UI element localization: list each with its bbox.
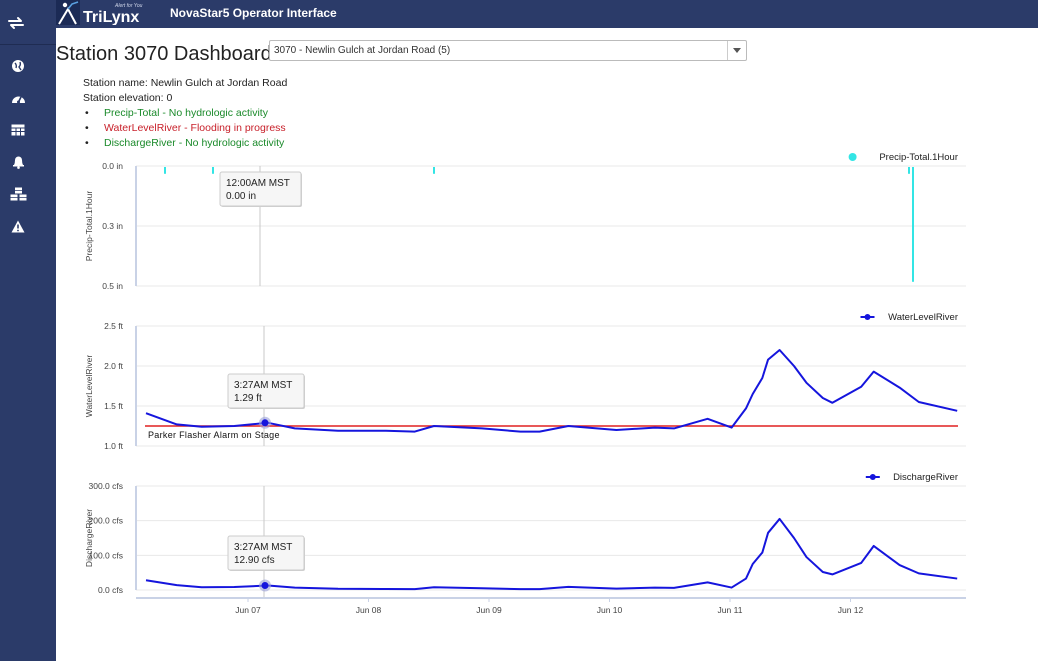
- y-axis-title: WaterLevelRiver: [84, 355, 94, 418]
- trilynx-logo[interactable]: TriLynx Alert for You: [56, 0, 156, 25]
- hover-point: [261, 419, 269, 427]
- chevron-down-icon[interactable]: [727, 41, 746, 60]
- y-tick-label: 0.0 in: [102, 161, 123, 171]
- legend-marker: [869, 474, 876, 480]
- x-tick-label: Jun 08: [356, 605, 382, 615]
- app-title: NovaStar5 Operator Interface: [170, 6, 337, 20]
- tooltip-value: 1.29 ft: [234, 393, 262, 404]
- status-text: Precip-Total - No hydrologic activity: [104, 107, 268, 119]
- legend-marker: [848, 153, 857, 161]
- legend-label: WaterLevelRiver: [888, 312, 958, 323]
- tooltip: 3:27AM MST 1.29 ft: [227, 373, 305, 409]
- discharge-line: [145, 517, 958, 591]
- logo-text: TriLynx: [83, 9, 139, 25]
- station-select-value: 3070 - Newlin Gulch at Jordan Road (5): [274, 45, 451, 56]
- tooltip-box: [219, 171, 302, 207]
- tooltip-value: 12.90 cfs: [234, 555, 275, 566]
- x-tick-label: Jun 10: [597, 605, 623, 615]
- top-bar: TriLynx Alert for You NovaStar5 Operator…: [56, 0, 1038, 28]
- y-tick-label: 200.0 cfs: [89, 516, 124, 526]
- status-list: • Precip-Total - No hydrologic activity •…: [83, 106, 286, 151]
- tooltip-value: 0.00 in: [226, 191, 256, 202]
- y-tick-label: 100.0 cfs: [89, 550, 124, 560]
- station-select[interactable]: 3070 - Newlin Gulch at Jordan Road (5): [269, 40, 747, 61]
- y-axis-title: DischargeRiver: [84, 509, 94, 567]
- hover-point: [261, 582, 269, 590]
- tooltip: 12:00AM MST 0.00 in: [219, 171, 302, 207]
- y-tick-label: 1.5 ft: [104, 401, 124, 411]
- status-text: DischargeRiver - No hydrologic activity: [104, 137, 285, 149]
- status-text: WaterLevelRiver - Flooding in progress: [104, 122, 286, 134]
- tooltip-time: 3:27AM MST: [234, 380, 292, 391]
- x-tick-label: Jun 09: [476, 605, 502, 615]
- legend-label: Precip-Total.1Hour: [879, 152, 958, 163]
- page-title: Station 3070 Dashboard: [56, 43, 272, 65]
- status-item: • WaterLevelRiver - Flooding in progress: [85, 122, 286, 134]
- y-tick-label: 0.0 cfs: [98, 585, 123, 595]
- dashboard-icon[interactable]: [8, 88, 28, 108]
- tooltip-time: 3:27AM MST: [234, 542, 292, 553]
- y-tick-label: 300.0 cfs: [89, 481, 124, 491]
- alarm-threshold-label: Parker Flasher Alarm on Stage: [148, 430, 280, 440]
- table-icon[interactable]: [8, 120, 28, 140]
- swap-icon[interactable]: [6, 13, 26, 33]
- warning-icon[interactable]: [8, 216, 28, 236]
- station-elevation: Station elevation: 0: [83, 92, 173, 104]
- y-tick-label: 2.0 ft: [104, 361, 124, 371]
- sidebar-toggle[interactable]: [0, 0, 56, 45]
- tooltip: 3:27AM MST 12.90 cfs: [227, 535, 305, 571]
- water-level-line: [145, 349, 958, 433]
- globe-icon[interactable]: [8, 56, 28, 76]
- status-item: • Precip-Total - No hydrologic activity: [85, 107, 268, 119]
- y-tick-label: 0.5 in: [102, 281, 123, 291]
- status-item: • DischargeRiver - No hydrologic activity: [85, 137, 285, 149]
- x-tick-label: Jun 11: [718, 605, 743, 615]
- x-tick-label: Jun 07: [235, 605, 261, 615]
- legend-marker: [864, 314, 871, 320]
- y-tick-label: 2.5 ft: [104, 321, 124, 331]
- sidebar: [0, 0, 56, 661]
- y-tick-label: 0.3 in: [102, 221, 123, 231]
- tooltip-box: [227, 535, 305, 571]
- station-info: Station name: Newlin Gulch at Jordan Roa…: [83, 76, 287, 106]
- cubes-icon[interactable]: [8, 184, 28, 204]
- bell-icon[interactable]: [8, 152, 28, 172]
- y-tick-label: 1.0 ft: [104, 441, 124, 451]
- tooltip-box: [227, 373, 305, 409]
- y-axis-title: Precip-Total.1Hour: [84, 191, 94, 262]
- tooltip-time: 12:00AM MST: [226, 178, 290, 189]
- legend-label: DischargeRiver: [893, 472, 958, 483]
- x-tick-label: Jun 12: [838, 605, 864, 615]
- logo-tagline: Alert for You: [114, 3, 143, 9]
- station-name: Station name: Newlin Gulch at Jordan Roa…: [83, 77, 288, 89]
